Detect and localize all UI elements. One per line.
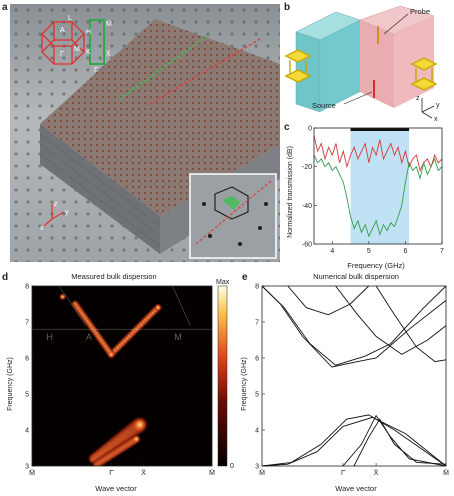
photo-drawing: L M H K Γ A M̄ Γ̄ X̄ z y x [10,4,280,262]
chart-e-ytick: 6 [255,356,259,363]
bandgap-bar [350,128,410,131]
chart-c-xtick: 4 [330,248,334,255]
chart-e-ytick: 5 [255,392,259,399]
chart-d-xtick: X̄ [141,469,146,477]
transmission-series-1 [313,154,443,238]
chart-d-xlabel: Wave vector [95,484,137,493]
red-path [149,38,261,105]
panel-label-d: d [2,272,9,283]
colorbar-min: 0 [230,463,234,470]
band-curve-6 [287,285,370,316]
chart-d-title: Measured bulk dispersion [71,272,156,281]
brillouin-zone-inset: L M H K Γ A M̄ Γ̄ X̄ [41,15,112,74]
panel-label-b: b [284,2,291,13]
axis-y-a: y [65,209,69,216]
intensity-blob [106,349,116,359]
band-curve-1 [261,414,447,467]
chart-e-ytick: 3 [255,464,259,471]
axes-glyph-a: z y x [40,201,69,232]
chart-d-frame [31,285,213,467]
chart-c-xtick: 7 [440,248,444,255]
chart-d-ytick: 3 [25,464,29,471]
lattice-glyph-left [284,49,312,83]
chart-d-ytick: 6 [25,356,29,363]
panel-label-e: e [242,272,248,283]
chart-e-ytick: 8 [255,284,259,291]
chart-c-ytick: -60 [302,242,312,249]
axis-z-b: z [416,95,420,102]
chart-c-ytick: -40 [302,203,312,210]
bz-label-M: M [74,46,80,53]
chart-d-ytick: 4 [25,428,29,435]
chart-c-ylabel: Normalized transmission (dB) [287,146,294,238]
panel-label-a: a [2,2,8,13]
zoom-inset [189,173,277,259]
axes-glyph-b [421,98,435,119]
overlay-label: A [86,332,92,342]
bz-label-gammabar: Γ̄ [94,67,99,74]
source-label: Source [312,101,336,110]
band-curve-2 [342,414,447,467]
axis-y-b: y [436,102,440,109]
chart-c-ytick: 0 [308,126,312,133]
chart-e-xtick: X̄ [374,469,379,477]
bz-label-xbar: X̄ [106,50,111,58]
axis-x-a: x [40,225,44,232]
band-curve-0 [261,416,447,467]
band-curve-5 [261,285,447,366]
transmission-chart: 4 5 6 7 0 -20 -40 -60 Frequency (GHz) Normaliz… [287,126,444,271]
chart-e-xlabel: Wave vector [335,484,377,493]
panel-b-schematic: Probe Source z y x [284,5,440,122]
chart-d-ytick: 7 [25,320,29,327]
chart-d-xtick: Γ̄ [109,470,114,477]
colorbar [217,285,228,467]
bz-label-H: H [86,29,91,36]
axis-z-a: z [54,201,58,208]
measured-dispersion-chart: Measured bulk dispersion H A M M̄ Γ̄ X̄ M̄ 3 4… [7,272,234,493]
chart-c-xtick: 6 [403,248,407,255]
chart-e-xtick: M̄ [259,469,265,477]
band-curve-4 [261,285,447,368]
bz-label-mbar: M̄ [106,20,112,28]
chart-d-xtick: M̄ [209,469,215,477]
chart-e-xtick: M̄ [443,469,449,477]
band-curve-3 [353,418,447,467]
chart-c-ytick: -20 [302,164,312,171]
lattice-glyph-right [410,57,438,91]
intensity-blob [131,434,142,444]
chart-d-ylabel: Frequency (GHz) [7,357,14,411]
bz-label-gamma: Γ [60,51,64,58]
bz-label-K: K [86,49,91,56]
chart-e-frame [261,285,447,467]
probe-label: Probe [410,7,430,16]
axis-x-b: x [434,116,438,122]
chart-d-ytick: 5 [25,392,29,399]
chart-e-ytick: 7 [255,320,259,327]
intensity-blob [58,292,67,301]
chart-d-ytick: 8 [25,284,29,291]
green-path [119,33,211,100]
bandgap-band [350,128,410,244]
numerical-dispersion-chart: Numerical bulk dispersion M̄ Γ̄ X̄ M̄ 3 4 5 6 7… [241,272,449,493]
colorbar-max: Max [216,279,230,286]
overlay-label: H [46,332,53,342]
bz-label-L: L [68,15,72,22]
bz-label-A: A [60,27,65,34]
intensity-blob [154,303,162,312]
chart-c-xtick: 5 [367,248,371,255]
chart-e-title: Numerical bulk dispersion [313,272,399,281]
band-curve-8 [375,285,447,363]
chart-e-ytick: 4 [255,428,259,435]
photo-sample: L M H K Γ A M̄ Γ̄ X̄ z y x [10,4,280,262]
band-curve-7 [335,285,447,355]
chart-c-frame [313,127,443,245]
intensity-blob [131,415,149,434]
transmission-series-0 [313,135,443,172]
chart-e-xtick: Γ̄ [341,470,346,477]
overlay-label: M [174,332,182,342]
chart-e-ylabel: Frequency (GHz) [241,357,248,411]
chart-c-xlabel: Frequency (GHz) [347,261,405,270]
chart-d-xtick: M̄ [29,469,35,477]
panel-label-c: c [284,122,290,133]
